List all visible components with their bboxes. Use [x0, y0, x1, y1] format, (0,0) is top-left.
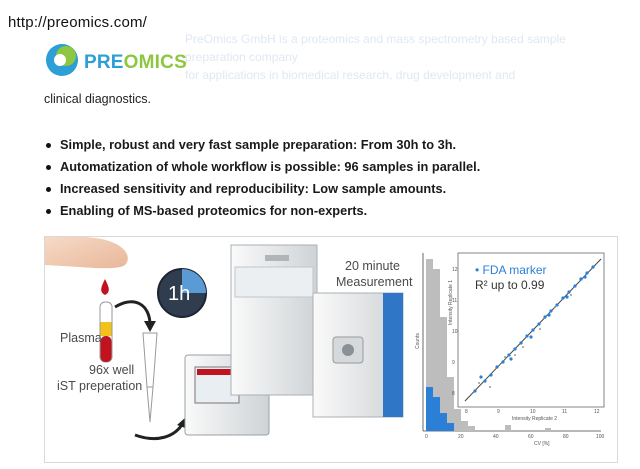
feature-item: Automatization of whole workflow is poss…	[44, 156, 480, 178]
scatter-x-tick: 10	[530, 409, 536, 415]
feature-item: Enabling of MS-based proteomics for non-…	[44, 200, 480, 222]
plasma-tube-icon	[99, 301, 113, 363]
preomics-logo-wordmark: PREOMICS	[84, 52, 187, 74]
mass-spectrometer-icon	[230, 244, 404, 418]
scatter-x-tick: 9	[497, 409, 500, 415]
scatter-x-axis-label: Intensity Replicate 2	[512, 416, 558, 422]
ist-label: iST preperation	[57, 379, 143, 393]
cv-histogram	[422, 253, 601, 432]
scatter-x-tick: 11	[562, 409, 568, 415]
feature-item: Simple, robust and very fast sample prep…	[44, 134, 480, 156]
finger-icon	[45, 237, 128, 269]
histogram-x-tick: 20	[458, 434, 464, 440]
workflow-illustration	[45, 237, 605, 440]
histogram-x-tick: 100	[596, 434, 605, 440]
measurement-label: Measurement	[336, 275, 413, 289]
scatter-points	[473, 265, 595, 393]
feature-list: Simple, robust and very fast sample prep…	[44, 134, 480, 222]
faded-intro-line: for applications in biomedical research,…	[185, 68, 516, 82]
well-label: 96x well	[89, 363, 135, 377]
scatter-y-tick: 10	[452, 329, 458, 335]
histogram-x-tick: 0	[425, 434, 428, 440]
logo-text-omics: OMICS	[123, 52, 187, 73]
description-text: clinical diagnostics.	[44, 92, 151, 106]
page-url[interactable]: http://preomics.com/	[8, 14, 148, 31]
fda-marker-legend: • FDA marker	[475, 263, 547, 277]
clock-icon	[157, 268, 207, 318]
faded-intro-line: preparation company	[185, 50, 298, 64]
logo-text-pre: PRE	[84, 52, 124, 73]
histogram-x-tick: 40	[493, 434, 499, 440]
preomics-logo-icon	[46, 44, 78, 76]
clock-label: 1h	[168, 283, 191, 305]
arrow-icon	[114, 300, 152, 326]
scatter-y-tick: 11	[452, 298, 458, 304]
scatter-y-tick: 12	[452, 267, 458, 273]
scatter-x-tick: 8	[465, 409, 468, 415]
faded-intro-line: PreOmics GmbH is a proteomics and mass s…	[185, 32, 566, 46]
scatter-x-tick: 12	[594, 409, 600, 415]
plasma-label: Plasma	[60, 331, 102, 345]
preomics-logo[interactable]: PREOMICS	[44, 40, 187, 80]
blood-drop-icon	[101, 279, 109, 295]
histogram-y-axis-label: Counts	[415, 333, 421, 349]
pipette-icon	[142, 332, 158, 423]
feature-item: Increased sensitivity and reproducibilit…	[44, 178, 480, 200]
histogram-x-tick: 80	[563, 434, 569, 440]
scatter-y-tick: 8	[452, 391, 455, 397]
measurement-time-label: 20 minute	[345, 259, 400, 273]
arrow-icon	[134, 422, 185, 440]
histogram-x-axis-label: CV [%]	[534, 441, 550, 447]
r-squared-legend: R² up to 0.99	[475, 278, 545, 292]
scatter-y-tick: 9	[452, 360, 455, 366]
scatter-legend: • FDA marker R² up to 0.99	[475, 263, 547, 293]
histogram-x-tick: 60	[528, 434, 534, 440]
workflow-figure: Plasma 1h 96x well iST preperation 20 mi…	[44, 236, 618, 463]
replicate-scatter-plot	[457, 252, 605, 408]
